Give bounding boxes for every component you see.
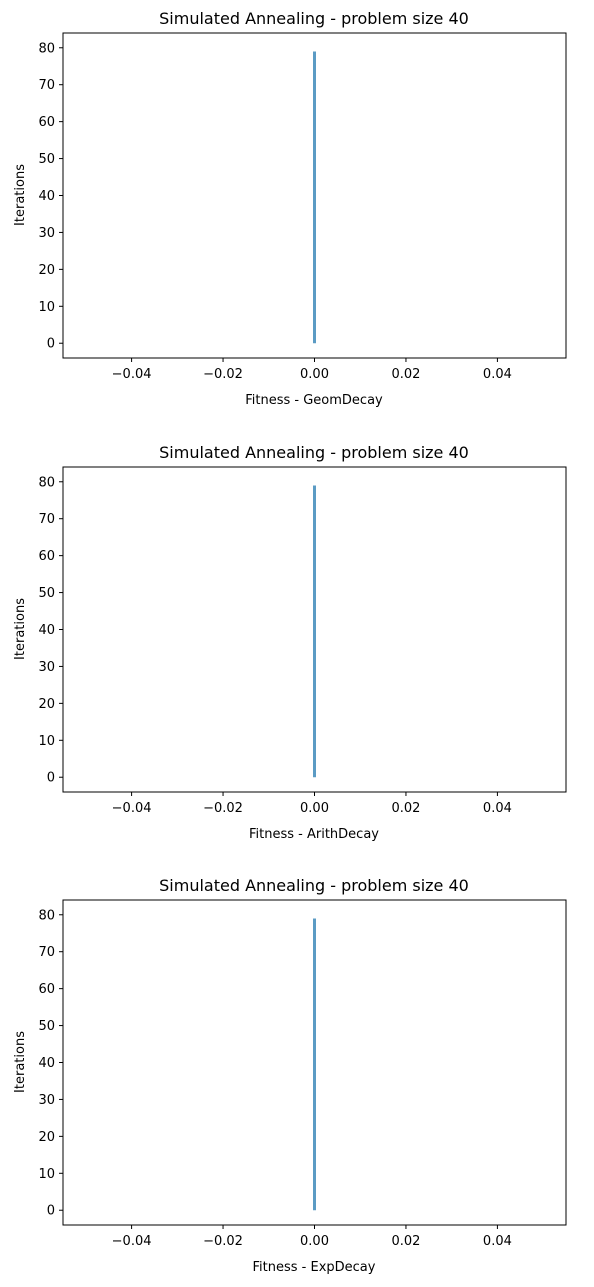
- ticks: −0.04 −0.02 0.00 0.02 0.04 0 10 20 30 40 50 60 70 80: [38, 908, 511, 1249]
- y-tick-label: 30: [38, 660, 55, 675]
- x-tick-label: 0.00: [300, 801, 329, 816]
- y-tick-label: 10: [38, 734, 55, 749]
- y-tick-label: 50: [38, 152, 55, 167]
- y-axis-label: Iterations: [13, 598, 28, 660]
- x-tick-label: 0.02: [391, 367, 420, 382]
- x-tick-label: −0.04: [112, 367, 152, 382]
- x-tick-label: −0.02: [203, 367, 243, 382]
- y-tick-label: 50: [38, 586, 55, 601]
- ticks: −0.04 −0.02 0.00 0.02 0.04 0 10 20 30 40 50 60 70 80: [38, 475, 511, 816]
- y-tick-label: 60: [38, 549, 55, 564]
- y-tick-label: 70: [38, 78, 55, 93]
- x-tick-label: 0.04: [483, 367, 512, 382]
- y-tick-label: 40: [38, 623, 55, 638]
- y-axis-label: Iterations: [13, 1031, 28, 1093]
- x-tick-label: 0.02: [391, 801, 420, 816]
- y-tick-label: 60: [38, 982, 55, 997]
- y-tick-label: 30: [38, 1093, 55, 1108]
- chart-panel-geomdecay: Simulated Annealing - problem size 40 −0…: [13, 9, 567, 408]
- x-tick-label: −0.02: [203, 1234, 243, 1249]
- chart-title: Simulated Annealing - problem size 40: [159, 876, 469, 895]
- x-axis-label: Fitness - ExpDecay: [253, 1260, 376, 1275]
- plot-frame: [62, 899, 567, 1226]
- chart-title: Simulated Annealing - problem size 40: [159, 9, 469, 28]
- y-axis-label: Iterations: [13, 164, 28, 226]
- y-tick-label: 80: [38, 908, 55, 923]
- plot-frame: [62, 32, 567, 359]
- x-axis-label: Fitness - GeomDecay: [245, 393, 383, 408]
- y-tick-label: 0: [47, 1204, 55, 1219]
- x-tick-label: −0.04: [112, 801, 152, 816]
- x-tick-label: 0.04: [483, 1234, 512, 1249]
- x-tick-label: 0.04: [483, 801, 512, 816]
- y-tick-label: 10: [38, 300, 55, 315]
- y-tick-label: 0: [47, 771, 55, 786]
- plot-frame: [62, 466, 567, 793]
- y-tick-label: 20: [38, 1130, 55, 1145]
- y-tick-label: 40: [38, 189, 55, 204]
- y-tick-label: 0: [47, 337, 55, 352]
- y-tick-label: 20: [38, 263, 55, 278]
- x-tick-label: 0.00: [300, 1234, 329, 1249]
- y-tick-label: 70: [38, 512, 55, 527]
- y-tick-label: 50: [38, 1019, 55, 1034]
- y-tick-label: 30: [38, 226, 55, 241]
- x-tick-label: 0.02: [391, 1234, 420, 1249]
- chart-panel-expdecay: Simulated Annealing - problem size 40 −0…: [13, 876, 567, 1275]
- y-tick-label: 20: [38, 697, 55, 712]
- x-tick-label: −0.04: [112, 1234, 152, 1249]
- chart-title: Simulated Annealing - problem size 40: [159, 443, 469, 462]
- y-tick-label: 60: [38, 115, 55, 130]
- y-tick-label: 80: [38, 475, 55, 490]
- y-tick-label: 10: [38, 1167, 55, 1182]
- y-tick-label: 40: [38, 1056, 55, 1071]
- y-tick-label: 80: [38, 41, 55, 56]
- ticks: −0.04 −0.02 0.00 0.02 0.04 0 10 20 30 40 50 60 70 80: [38, 41, 511, 382]
- x-tick-label: −0.02: [203, 801, 243, 816]
- y-tick-label: 70: [38, 945, 55, 960]
- x-axis-label: Fitness - ArithDecay: [249, 827, 379, 842]
- x-tick-label: 0.00: [300, 367, 329, 382]
- chart-panel-arithdecay: Simulated Annealing - problem size 40 −0…: [13, 443, 567, 842]
